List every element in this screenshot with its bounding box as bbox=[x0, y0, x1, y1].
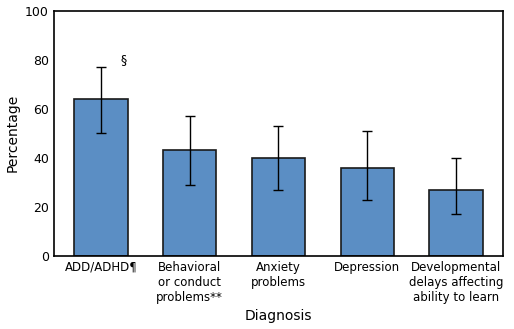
Text: §: § bbox=[120, 53, 126, 66]
Bar bbox=[340, 168, 394, 256]
X-axis label: Diagnosis: Diagnosis bbox=[245, 310, 312, 323]
Bar bbox=[252, 158, 305, 256]
Bar bbox=[163, 150, 216, 256]
Y-axis label: Percentage: Percentage bbox=[6, 94, 20, 172]
Bar bbox=[74, 99, 127, 256]
Bar bbox=[429, 190, 483, 256]
